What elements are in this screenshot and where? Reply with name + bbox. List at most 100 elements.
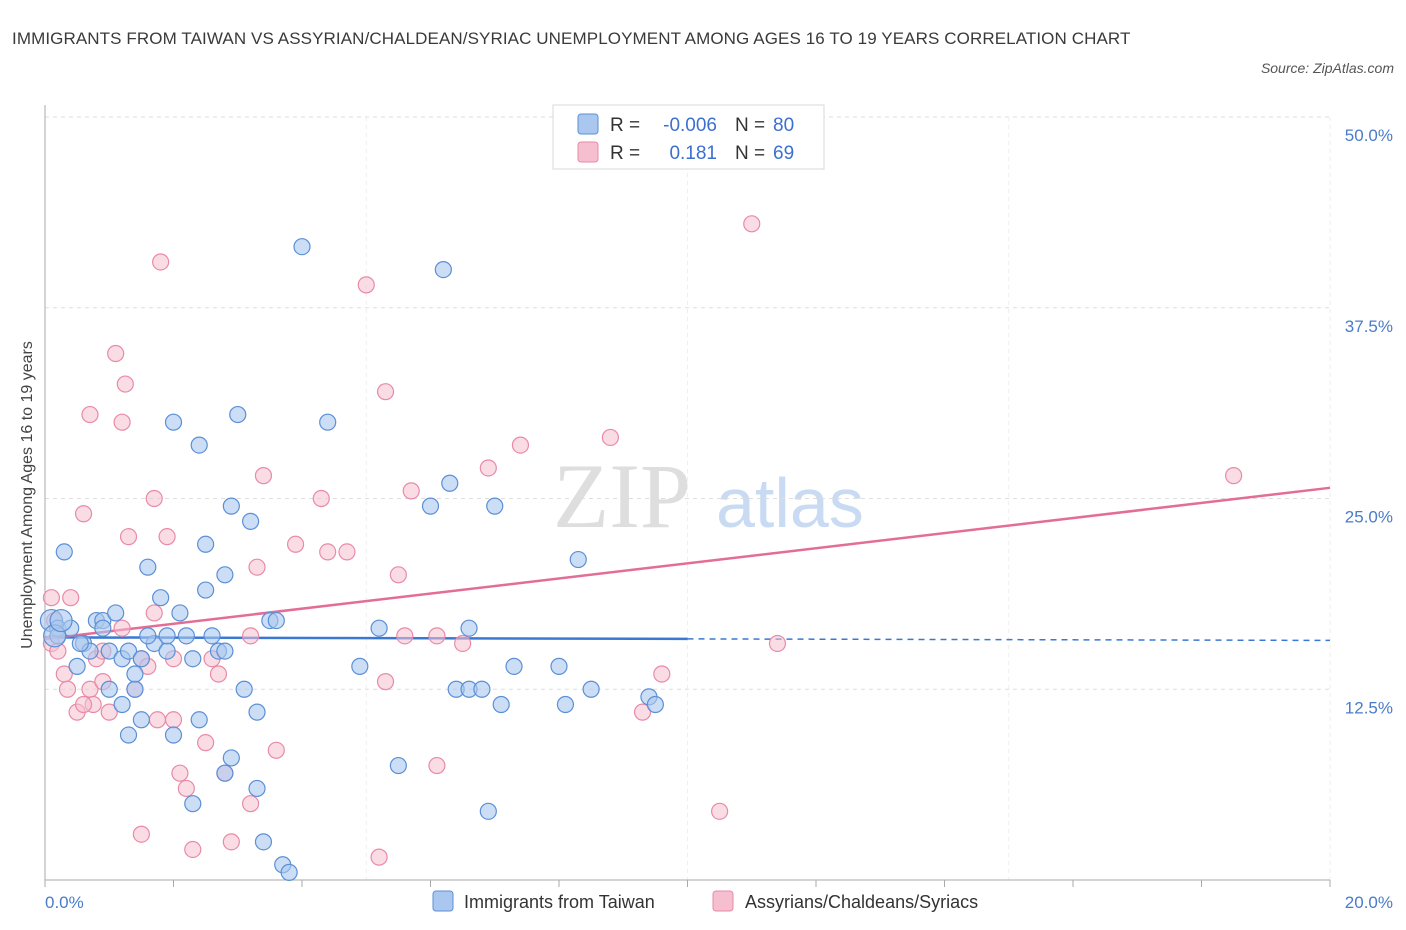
watermark-zip: ZIP	[553, 445, 691, 547]
y-tick-label: 50.0%	[1345, 126, 1393, 145]
pink-point	[242, 795, 260, 813]
axes	[44, 105, 1331, 887]
legend-r-value-2: 0.181	[669, 143, 717, 164]
legend-r-value-1: -0.006	[663, 115, 717, 136]
pink-point	[100, 703, 118, 721]
pink-point	[312, 489, 330, 508]
series-legend: Immigrants from Taiwan Assyrians/Chaldea…	[432, 890, 978, 912]
blue-point	[293, 238, 311, 256]
blue-point	[107, 604, 125, 622]
pink-point	[62, 589, 80, 607]
blue-point	[164, 726, 183, 744]
blue-point	[486, 497, 504, 515]
pink-point	[197, 734, 215, 752]
blue-point	[68, 657, 86, 675]
blue-point	[254, 833, 273, 851]
pink-point	[376, 383, 395, 401]
blue-point	[197, 535, 215, 553]
blue-point	[550, 657, 568, 675]
x-tick-label-min: 0.0%	[45, 893, 84, 912]
pink-point	[286, 535, 305, 553]
pink-point	[177, 779, 195, 798]
blue-point	[126, 665, 144, 683]
blue-point	[197, 581, 215, 599]
pink-point	[389, 566, 407, 584]
blue-point	[370, 619, 388, 637]
bottom-legend-swatch-blue	[432, 890, 454, 912]
blue-point	[119, 726, 138, 744]
blue-point	[164, 413, 183, 431]
pink-point	[209, 665, 228, 683]
blue-point	[152, 589, 170, 607]
pink-point	[254, 467, 273, 485]
pink-point	[370, 848, 388, 866]
watermark-atlas: atlas	[716, 464, 864, 542]
blue-point	[71, 634, 89, 653]
pink-point	[357, 276, 375, 294]
blue-point	[434, 261, 452, 279]
chart-title: IMMIGRANTS FROM TAIWAN VS ASSYRIAN/CHALD…	[12, 29, 1131, 48]
pink-point	[653, 665, 671, 683]
pink-point	[119, 528, 138, 546]
pink-point	[107, 344, 125, 363]
pink-point	[148, 711, 167, 729]
blue-point	[184, 795, 202, 813]
blue-point	[113, 695, 131, 714]
blue-point	[389, 756, 407, 775]
legend-swatch-blue	[577, 113, 599, 135]
pink-point	[601, 428, 620, 447]
blue-point	[492, 695, 510, 714]
bottom-legend-assyrians: Assyrians/Chaldeans/Syriacs	[745, 892, 978, 912]
blue-point	[203, 627, 221, 645]
blue-point	[139, 627, 157, 645]
pink-point	[338, 543, 356, 561]
pink-point	[633, 703, 652, 721]
blue-point	[569, 550, 587, 569]
blue-point	[126, 680, 144, 698]
blue-point	[190, 436, 208, 454]
blue-point	[319, 413, 337, 431]
blue-point	[222, 749, 240, 767]
blue-point	[505, 657, 523, 675]
legend-n-label-1: N =	[735, 115, 765, 136]
blue-point	[235, 680, 253, 698]
pink-point	[113, 413, 131, 431]
pink-point	[319, 543, 337, 561]
legend-r-label-2: R =	[610, 143, 640, 164]
blue-point	[100, 680, 118, 698]
blue-point	[216, 566, 234, 584]
pink-point	[152, 253, 170, 271]
grid-lines	[45, 116, 1331, 880]
pink-point	[81, 405, 99, 424]
pink-point	[428, 756, 446, 775]
pink-point	[242, 627, 260, 645]
blue-point	[184, 650, 202, 668]
stats-legend: R = -0.006 N = 80 R = 0.181 N = 69	[552, 104, 825, 170]
x-tick-label-max: 20.0%	[1345, 893, 1393, 912]
blue-point	[421, 497, 440, 515]
blue-point	[280, 863, 298, 881]
blue-point	[190, 711, 208, 729]
pink-point	[116, 375, 134, 393]
pink-point	[511, 436, 530, 454]
y-axis-label: Unemployment Among Ages 16 to 19 years	[19, 341, 36, 649]
pink-point	[222, 833, 240, 851]
legend-swatch-pink	[577, 141, 599, 163]
blue-point	[460, 619, 478, 637]
pink-point	[479, 459, 497, 477]
pink-point	[145, 604, 163, 622]
pink-point	[267, 741, 285, 759]
series-taiwan-points	[39, 238, 664, 881]
pink-point	[145, 489, 163, 508]
y-tick-label: 37.5%	[1345, 317, 1393, 336]
pink-point	[171, 764, 189, 782]
trend-line-taiwan-extension	[687, 638, 1331, 642]
blue-point	[441, 474, 459, 492]
pink-point	[376, 673, 395, 691]
pink-point	[58, 680, 77, 698]
blue-point	[229, 405, 247, 424]
blue-point	[351, 657, 369, 675]
blue-point	[473, 680, 491, 698]
legend-r-label-1: R =	[610, 115, 640, 136]
blue-point	[139, 558, 157, 576]
